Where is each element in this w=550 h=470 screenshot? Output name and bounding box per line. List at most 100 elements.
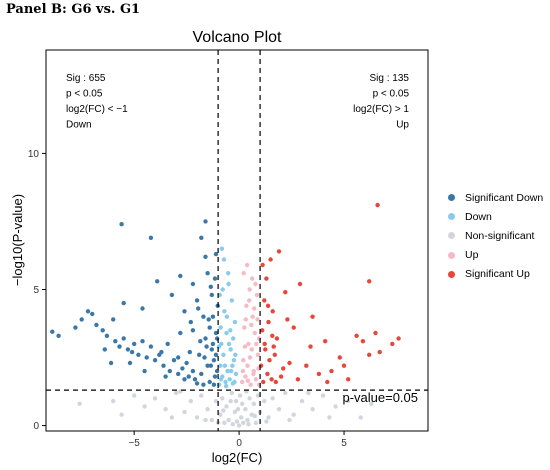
point-up — [248, 382, 253, 387]
point-down — [226, 271, 231, 276]
point-down — [226, 281, 231, 287]
point-significant-up — [268, 257, 273, 262]
point-down — [224, 314, 230, 319]
point-significant-up — [260, 262, 265, 268]
point-significant-up — [267, 358, 272, 363]
point-non-significant — [283, 390, 288, 396]
point-significant-up — [281, 366, 286, 371]
point-up — [250, 314, 255, 319]
point-up — [245, 378, 251, 383]
point-non-significant — [252, 413, 257, 419]
point-down — [221, 257, 227, 262]
point-significant-down — [202, 355, 207, 360]
point-significant-down — [140, 339, 145, 344]
point-significant-up — [262, 341, 267, 347]
point-non-significant — [237, 393, 243, 398]
point-down — [223, 383, 229, 389]
pvalue-threshold-label: p-value=0.05 — [342, 390, 418, 405]
point-non-significant — [224, 404, 229, 409]
point-significant-up — [266, 319, 271, 325]
point-significant-down — [190, 368, 196, 374]
point-down — [218, 377, 224, 382]
point-significant-down — [148, 235, 154, 240]
point-non-significant — [188, 398, 193, 404]
legend-swatch — [448, 213, 455, 221]
point-down — [233, 352, 238, 357]
point-significant-down — [171, 358, 177, 363]
point-significant-down — [182, 377, 187, 382]
x-tick-label: 0 — [236, 438, 242, 449]
plot-frame — [45, 49, 429, 432]
x-axis-label: log2(FC) — [212, 450, 263, 465]
point-down — [224, 330, 229, 336]
point-significant-up — [270, 333, 275, 338]
point-non-significant — [327, 415, 332, 420]
x-tick-label: −5 — [128, 438, 140, 449]
point-significant-down — [169, 292, 175, 298]
point-significant-down — [209, 292, 214, 298]
point-significant-down — [176, 355, 181, 360]
point-up — [255, 317, 260, 322]
point-significant-down — [211, 358, 217, 363]
point-significant-down — [194, 381, 200, 386]
y-tick-label: 10 — [28, 149, 40, 160]
point-significant-down — [94, 322, 99, 328]
point-non-significant — [213, 398, 219, 404]
point-significant-up — [274, 336, 280, 341]
point-significant-up — [390, 341, 395, 347]
point-up — [247, 298, 252, 303]
point-significant-down — [192, 377, 198, 382]
point-significant-down — [178, 273, 183, 279]
point-non-significant — [235, 407, 241, 412]
point-non-significant — [253, 420, 259, 425]
point-non-significant — [299, 398, 305, 404]
point-significant-down — [190, 281, 196, 287]
point-up — [243, 374, 248, 379]
point-significant-down — [212, 276, 218, 281]
point-significant-down — [104, 333, 110, 338]
point-up — [246, 341, 251, 347]
legend-label: Non-significant — [465, 229, 535, 242]
point-non-significant — [255, 393, 261, 398]
point-significant-down — [113, 339, 118, 344]
point-non-significant — [358, 415, 363, 420]
point-significant-down — [117, 344, 122, 349]
point-significant-up — [316, 371, 322, 377]
point-significant-down — [129, 349, 135, 355]
legend-item-down: Down — [448, 207, 543, 226]
point-up — [252, 306, 257, 311]
point-significant-down — [211, 382, 217, 387]
point-up — [249, 322, 254, 328]
point-down — [228, 347, 233, 352]
point-significant-down — [196, 306, 201, 311]
point-significant-down — [79, 317, 84, 322]
point-up — [244, 303, 249, 308]
point-down — [221, 352, 226, 357]
point-significant-up — [265, 371, 270, 377]
point-significant-down — [187, 349, 192, 355]
point-significant-down — [125, 347, 131, 352]
point-non-significant — [163, 407, 168, 412]
annotation-line: Sig : 655 — [66, 73, 106, 84]
point-significant-up — [337, 355, 342, 360]
point-non-significant — [233, 398, 239, 404]
point-significant-down — [210, 314, 216, 319]
point-significant-up — [261, 379, 266, 385]
point-significant-down — [100, 328, 105, 333]
point-significant-up — [265, 303, 271, 308]
point-significant-up — [264, 276, 269, 281]
point-significant-up — [323, 339, 328, 344]
point-significant-down — [161, 363, 166, 368]
point-significant-up — [341, 363, 347, 368]
point-non-significant — [236, 423, 242, 428]
point-non-significant — [291, 412, 296, 417]
point-significant-up — [373, 330, 378, 336]
point-non-significant — [270, 396, 275, 401]
point-non-significant — [264, 419, 269, 424]
point-significant-up — [262, 298, 267, 303]
point-non-significant — [262, 398, 267, 404]
point-significant-down — [208, 284, 213, 289]
point-significant-down — [205, 271, 210, 276]
point-significant-down — [199, 371, 204, 377]
